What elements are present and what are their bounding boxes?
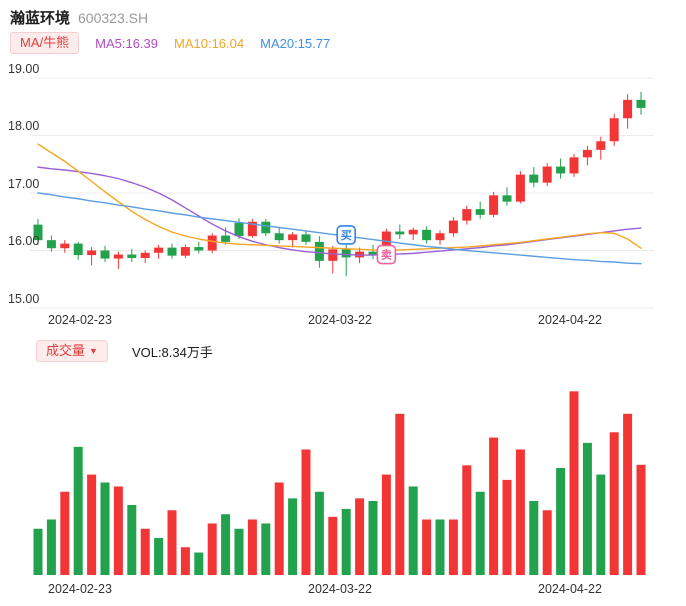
stock-code: 600323.SH	[78, 10, 149, 26]
dropdown-caret-icon: ▼	[89, 345, 98, 356]
volume-header: 成交量 ▼ VOL:8.34万手	[36, 340, 213, 362]
ma20-legend: MA20:15.77	[260, 35, 331, 51]
volume-selector-label: 成交量	[46, 343, 86, 358]
indicator-selector-button[interactable]: MA/牛熊	[10, 32, 80, 54]
stock-name: 瀚蓝环境	[10, 10, 71, 27]
sell-marker-icon[interactable]: 卖	[376, 244, 397, 265]
volume-chart[interactable]	[0, 376, 686, 580]
volume-readout: VOL:8.34万手	[131, 344, 213, 360]
y-axis-label: 15.00	[8, 292, 40, 306]
y-axis-label: 17.00	[8, 177, 40, 191]
indicator-legend-row: MA/牛熊 MA5:16.39 MA10:16.04 MA20:15.77	[10, 32, 330, 54]
ma10-legend: MA10:16.04	[174, 35, 245, 51]
volume-selector-button[interactable]: 成交量 ▼	[36, 340, 108, 362]
ma5-legend: MA5:16.39	[95, 35, 158, 51]
x-axis-label: 2024-04-22	[538, 313, 602, 327]
x-axis-label: 2024-02-23	[48, 582, 112, 596]
y-axis-label: 18.00	[8, 119, 40, 133]
y-axis-label: 16.00	[8, 234, 40, 248]
price-chart-canvas[interactable]: 买卖	[0, 0, 686, 334]
price-chart[interactable]: 买卖 19.00 18.00 17.00 16.00 15.00	[0, 0, 686, 334]
y-axis-label: 19.00	[8, 62, 40, 76]
x-axis-label: 2024-02-23	[48, 313, 112, 327]
buy-marker-icon[interactable]: 买	[336, 225, 357, 245]
x-axis-label: 2024-03-22	[308, 313, 372, 327]
svg-text:买: 买	[341, 229, 352, 242]
x-axis-label: 2024-04-22	[538, 582, 602, 596]
header: 瀚蓝环境 600323.SH	[10, 7, 148, 28]
x-axis-label: 2024-03-22	[308, 582, 372, 596]
svg-text:卖: 卖	[381, 248, 392, 262]
volume-chart-canvas[interactable]	[0, 376, 686, 580]
